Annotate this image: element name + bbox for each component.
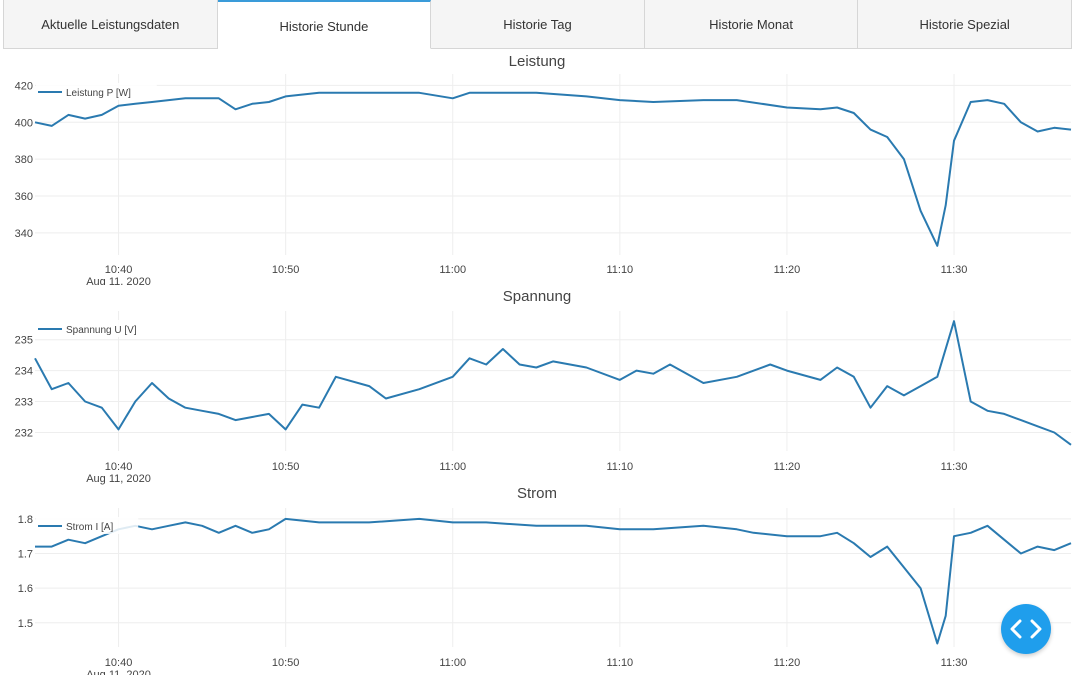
x-tick-label: 11:20 [774, 657, 801, 669]
x-tick-label: 11:30 [941, 657, 968, 669]
legend-box [36, 320, 157, 337]
tab-historie-monat[interactable]: Historie Monat [645, 0, 859, 48]
y-tick-label: 380 [15, 154, 33, 166]
tab-label: Historie Spezial [919, 16, 1010, 32]
legend-label: Strom I [A] [66, 522, 113, 533]
tab-label: Historie Tag [503, 16, 572, 32]
code-brackets-icon [1010, 619, 1042, 639]
y-tick-label: 360 [15, 191, 33, 203]
chart-title: Spannung [503, 288, 571, 305]
x-tick-label: 11:00 [439, 264, 466, 276]
tab-label: Aktuelle Leistungsdaten [41, 16, 180, 32]
x-tick-label: 11:10 [606, 461, 633, 473]
legend-label: Spannung U [V] [66, 325, 137, 336]
y-tick-label: 232 [15, 427, 33, 439]
x-tick-date-label: Aug 11, 2020 [86, 669, 151, 675]
y-tick-label: 1.8 [18, 514, 33, 526]
y-tick-label: 233 [15, 397, 33, 409]
x-tick-label: 11:10 [606, 657, 633, 669]
x-tick-date-label: Aug 11, 2020 [86, 276, 151, 285]
x-tick-label: 11:30 [941, 461, 968, 473]
x-tick-label: 10:40 [105, 264, 133, 276]
x-tick-label: 10:40 [105, 657, 133, 669]
y-tick-label: 1.7 [18, 549, 33, 561]
x-tick-label: 11:00 [439, 657, 466, 669]
y-tick-label: 340 [15, 228, 33, 240]
y-tick-label: 420 [15, 80, 33, 92]
x-tick-date-label: Aug 11, 2020 [86, 473, 151, 485]
x-tick-label: 11:10 [606, 264, 633, 276]
legend-box [36, 517, 139, 534]
tab-historie-tag[interactable]: Historie Tag [431, 0, 645, 48]
tab-bar: Aktuelle Leistungsdaten Historie Stunde … [3, 0, 1072, 49]
y-tick-label: 235 [15, 335, 33, 347]
x-tick-label: 10:50 [272, 657, 300, 669]
tab-label: Historie Monat [709, 16, 793, 32]
y-tick-label: 1.5 [18, 618, 33, 630]
chart-title: Leistung [509, 53, 566, 70]
code-view-button[interactable] [1001, 604, 1051, 654]
tab-label: Historie Stunde [279, 18, 369, 34]
x-tick-label: 11:20 [774, 264, 801, 276]
x-tick-label: 11:30 [941, 264, 968, 276]
tab-historie-stunde[interactable]: Historie Stunde [217, 0, 432, 49]
tab-historie-spezial[interactable]: Historie Spezial [858, 0, 1071, 48]
x-tick-label: 11:00 [439, 461, 466, 473]
legend-box [36, 83, 157, 100]
x-tick-label: 10:40 [105, 461, 133, 473]
y-tick-label: 1.6 [18, 583, 33, 595]
x-tick-label: 10:50 [272, 264, 300, 276]
series-line [34, 91, 1072, 247]
series-line [35, 517, 1072, 645]
x-tick-label: 10:50 [272, 461, 300, 473]
x-tick-label: 11:20 [774, 461, 801, 473]
tab-aktuelle-leistungsdaten[interactable]: Aktuelle Leistungsdaten [4, 0, 218, 48]
legend-label: Leistung P [W] [66, 88, 131, 99]
series-line [34, 320, 1072, 446]
y-tick-label: 234 [15, 366, 33, 378]
chart-title: Strom [517, 485, 557, 502]
y-tick-label: 400 [15, 117, 33, 129]
